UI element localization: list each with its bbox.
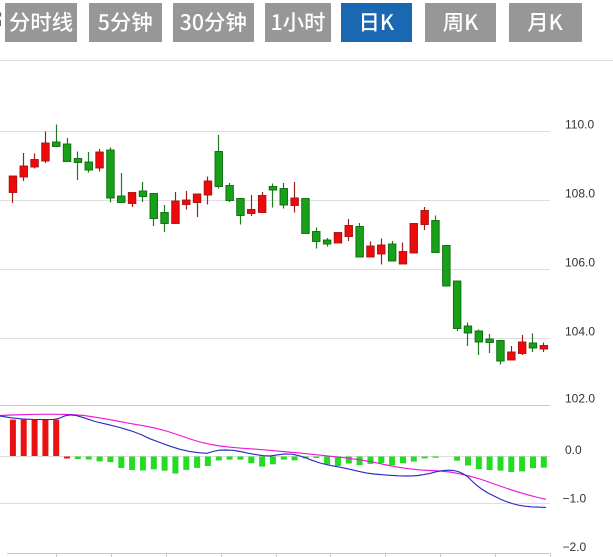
svg-text:−2.0: −2.0 (563, 540, 587, 554)
svg-text:104.0: 104.0 (565, 325, 595, 339)
svg-text:−1.0: −1.0 (563, 492, 587, 506)
svg-text:110.0: 110.0 (565, 118, 594, 132)
svg-text:0.0: 0.0 (565, 443, 582, 457)
svg-text:108.0: 108.0 (565, 187, 595, 201)
svg-text:106.0: 106.0 (565, 256, 595, 270)
svg-text:102.0: 102.0 (565, 392, 595, 406)
